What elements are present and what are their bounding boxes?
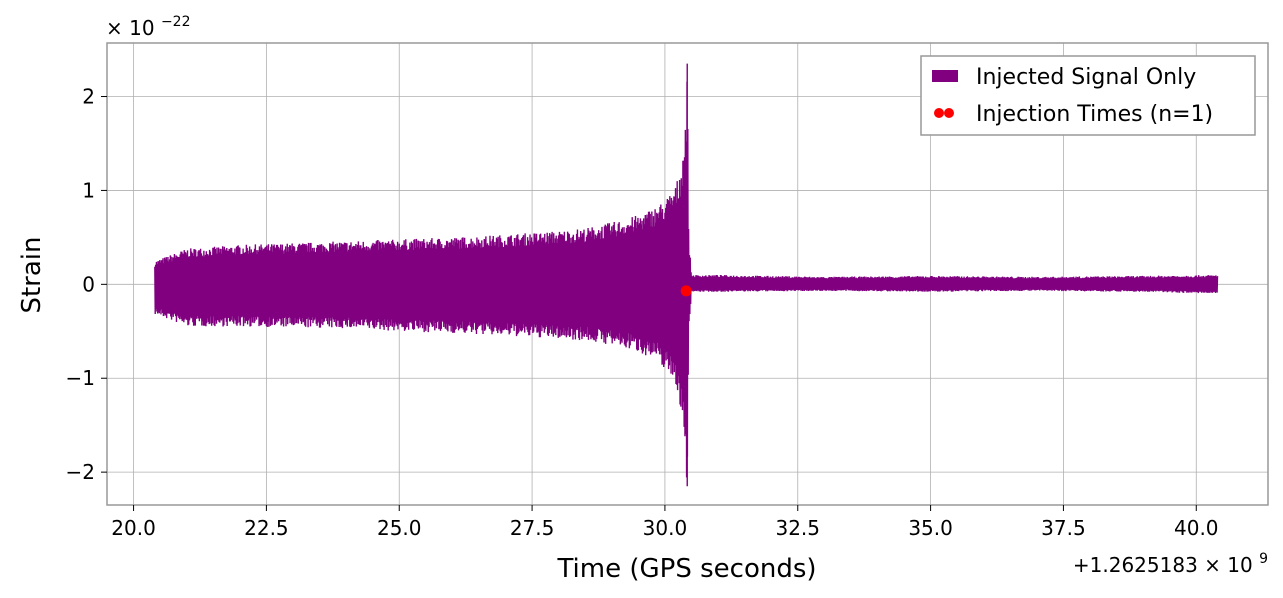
legend-marker-injection-dot-left — [934, 108, 944, 118]
x-tick-label: 35.0 — [908, 516, 953, 540]
injection-time-point — [680, 285, 692, 297]
legend-label-injected-signal: Injected Signal Only — [976, 65, 1196, 90]
x-tick-label: 30.0 — [643, 516, 688, 540]
x-tick-label: 37.5 — [1041, 516, 1086, 540]
legend-box — [920, 55, 1256, 136]
x-axis-label: Time (GPS seconds) — [556, 554, 816, 584]
x-offset-exponent: 9 — [1259, 551, 1268, 567]
legend-swatch-injected-signal — [932, 70, 958, 82]
y-scale-base: × 10 — [106, 16, 155, 40]
y-tick-label: −2 — [66, 460, 95, 484]
x-tick-label: 20.0 — [111, 516, 156, 540]
legend-label-injection-times: Injection Times (n=1) — [976, 102, 1213, 127]
y-tick-label: 0 — [82, 272, 95, 296]
injected-signal-line — [154, 63, 1219, 487]
y-tick-label: −1 — [66, 366, 95, 390]
x-offset-base: +1.2625183 × 10 — [1073, 553, 1253, 577]
injected-signal-series — [154, 63, 1219, 487]
injection-times-series — [680, 285, 692, 297]
x-axis-ticks: 20.0 22.5 25.0 27.5 30.0 32.5 35.0 37.5 40.0 — [111, 505, 1219, 540]
legend-marker-injection-dot-right — [944, 108, 954, 118]
x-offset-factor: +1.2625183 × 10 9 — [1073, 551, 1268, 577]
y-tick-label: 1 — [82, 178, 95, 202]
x-tick-label: 40.0 — [1174, 516, 1219, 540]
y-tick-label: 2 — [82, 85, 95, 109]
legend: Injected Signal Only Injection Times (n=… — [920, 55, 1256, 136]
y-axis-label: Strain — [17, 236, 47, 313]
x-tick-label: 32.5 — [775, 516, 820, 540]
y-scale-factor: × 10 −22 — [106, 14, 190, 40]
plot-frame — [106, 42, 1269, 506]
x-tick-label: 25.0 — [377, 516, 422, 540]
y-axis-ticks: −2 −1 0 1 2 — [66, 85, 107, 484]
x-tick-label: 22.5 — [244, 516, 289, 540]
y-scale-exponent: −22 — [161, 14, 191, 30]
x-tick-label: 27.5 — [510, 516, 555, 540]
